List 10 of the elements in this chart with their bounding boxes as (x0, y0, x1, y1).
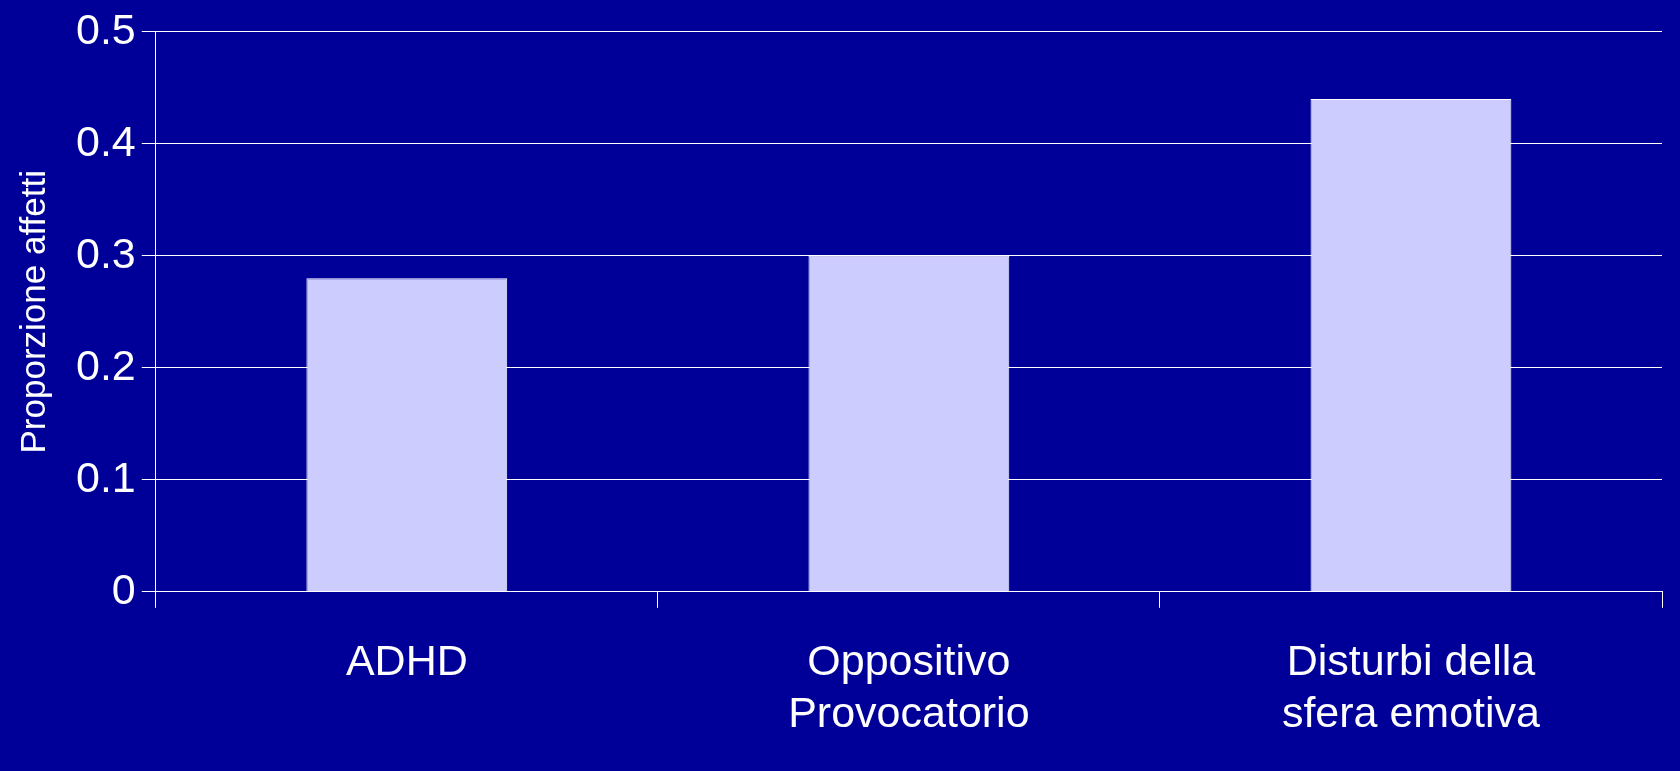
x-tick-label: Disturbi della sfera emotiva (1281, 636, 1541, 737)
y-tick-label: 0.5 (75, 4, 136, 53)
x-tick-label: Oppositivo Provocatorio (788, 636, 1030, 737)
y-axis-title: Proporzione affetti (12, 170, 52, 454)
y-tick-label: 0.2 (75, 340, 136, 389)
y-tick-label: 0 (111, 564, 136, 613)
y-tick-label: 0.4 (75, 116, 136, 165)
y-tick-label: 0.3 (75, 228, 136, 277)
x-tick-label: ADHD (345, 636, 468, 685)
y-tick-label: 0.1 (75, 452, 136, 501)
